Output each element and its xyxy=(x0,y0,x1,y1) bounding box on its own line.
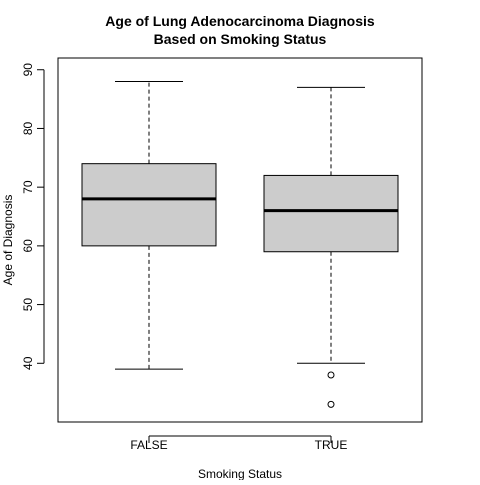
y-tick-label: 40 xyxy=(21,356,35,370)
y-tick-label: 60 xyxy=(21,239,35,253)
x-axis-label: Smoking Status xyxy=(198,467,282,480)
x-tick-label: FALSE xyxy=(130,438,167,452)
y-tick-label: 50 xyxy=(21,298,35,312)
x-axis: FALSE TRUE xyxy=(130,435,348,452)
x-tick-label: TRUE xyxy=(315,438,348,452)
outlier-point xyxy=(327,400,335,408)
box-false xyxy=(81,80,217,370)
y-tick-label: 90 xyxy=(21,63,35,77)
y-axis-label: Age of Diagnosis xyxy=(1,195,15,286)
y-axis: 40 50 60 70 80 90 xyxy=(21,63,45,370)
chart-title-line-1: Age of Lung Adenocarcinoma Diagnosis xyxy=(105,13,375,29)
outlier-point xyxy=(327,371,335,379)
y-tick-label: 80 xyxy=(21,121,35,135)
y-tick-label: 70 xyxy=(21,180,35,194)
plot-frame xyxy=(57,57,423,423)
iqr-box xyxy=(81,163,217,247)
box-true xyxy=(263,86,399,408)
iqr-box xyxy=(263,174,399,253)
chart-title-line-2: Based on Smoking Status xyxy=(154,31,327,47)
box-series xyxy=(81,80,399,408)
